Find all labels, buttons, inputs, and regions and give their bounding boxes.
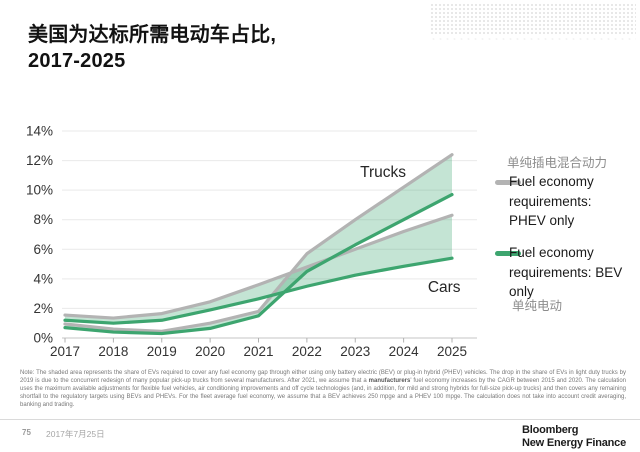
svg-text:10%: 10%: [26, 183, 53, 198]
halftone-pattern-row: [430, 37, 636, 41]
svg-text:Cars: Cars: [428, 279, 461, 296]
footnote-bold: manufacturers: [368, 378, 411, 384]
legend-label-bev-line1: Fuel economy: [509, 245, 594, 260]
legend-label-bev-line2: requirements: BEV: [509, 264, 623, 280]
svg-text:4%: 4%: [33, 271, 53, 286]
svg-text:2020: 2020: [195, 344, 225, 359]
legend-label-bev: Fuel economy requirements: BEV only: [509, 243, 637, 302]
svg-text:0%: 0%: [33, 331, 53, 346]
page-title: 美国为达标所需电动车占比, 2017-2025: [28, 22, 448, 74]
svg-text:2021: 2021: [243, 344, 273, 359]
halftone-pattern: [430, 3, 636, 34]
chart: 0% 2% 4% 6% 8% 10% 12% 14% 2017 2018 2019 2020 2021 2…: [20, 115, 490, 365]
svg-text:2%: 2%: [33, 301, 53, 316]
svg-text:2017: 2017: [50, 344, 80, 359]
footer: 75 2017年7月25日 Bloomberg New Energy Finan…: [0, 419, 640, 452]
page-number: 75: [22, 428, 31, 437]
footnote-part2: ' fuel economy increases by the CAGR bet…: [20, 378, 626, 408]
svg-text:2018: 2018: [98, 344, 128, 359]
footnote-part1: Note: The shaded area represents the sha…: [20, 370, 626, 384]
svg-text:8%: 8%: [33, 212, 53, 227]
chart-svg: 0% 2% 4% 6% 8% 10% 12% 14% 2017 2018 2019 2020 2021 2…: [26, 124, 477, 359]
svg-text:Trucks: Trucks: [360, 164, 406, 181]
svg-text:2025: 2025: [437, 344, 467, 359]
bnef-logo-line2: New Energy Finance: [522, 437, 626, 449]
legend-label-phev-line2: requirements:: [509, 193, 592, 209]
svg-text:2019: 2019: [147, 344, 177, 359]
svg-text:14%: 14%: [26, 124, 53, 139]
slide-date: 2017年7月25日: [46, 429, 105, 439]
page-title-line2: 2017-2025: [28, 50, 126, 72]
footnote: Note: The shaded area represents the sha…: [20, 369, 626, 409]
legend-label-bev-line3: only: [509, 284, 534, 299]
legend-annotation-phev-cn: 单纯插电混合动力: [507, 156, 608, 170]
legend-swatch-phev: [495, 180, 521, 185]
svg-text:2024: 2024: [389, 344, 420, 359]
svg-text:12%: 12%: [26, 153, 53, 168]
legend-annotation-bev-cn: 单纯电动: [512, 299, 563, 313]
legend-swatch-bev: [495, 251, 521, 256]
legend-label-phev-line3: PHEV only: [509, 213, 575, 228]
legend-label-phev: Fuel economy requirements: PHEV only: [509, 172, 637, 231]
bnef-logo: Bloomberg New Energy Finance: [522, 424, 626, 450]
page-title-line1: 美国为达标所需电动车占比,: [28, 24, 277, 46]
svg-text:2022: 2022: [292, 344, 322, 359]
legend-label-phev-line1: Fuel economy: [509, 174, 594, 189]
svg-text:2023: 2023: [340, 344, 370, 359]
bnef-logo-line1: Bloomberg: [522, 424, 579, 436]
svg-text:6%: 6%: [33, 242, 53, 257]
